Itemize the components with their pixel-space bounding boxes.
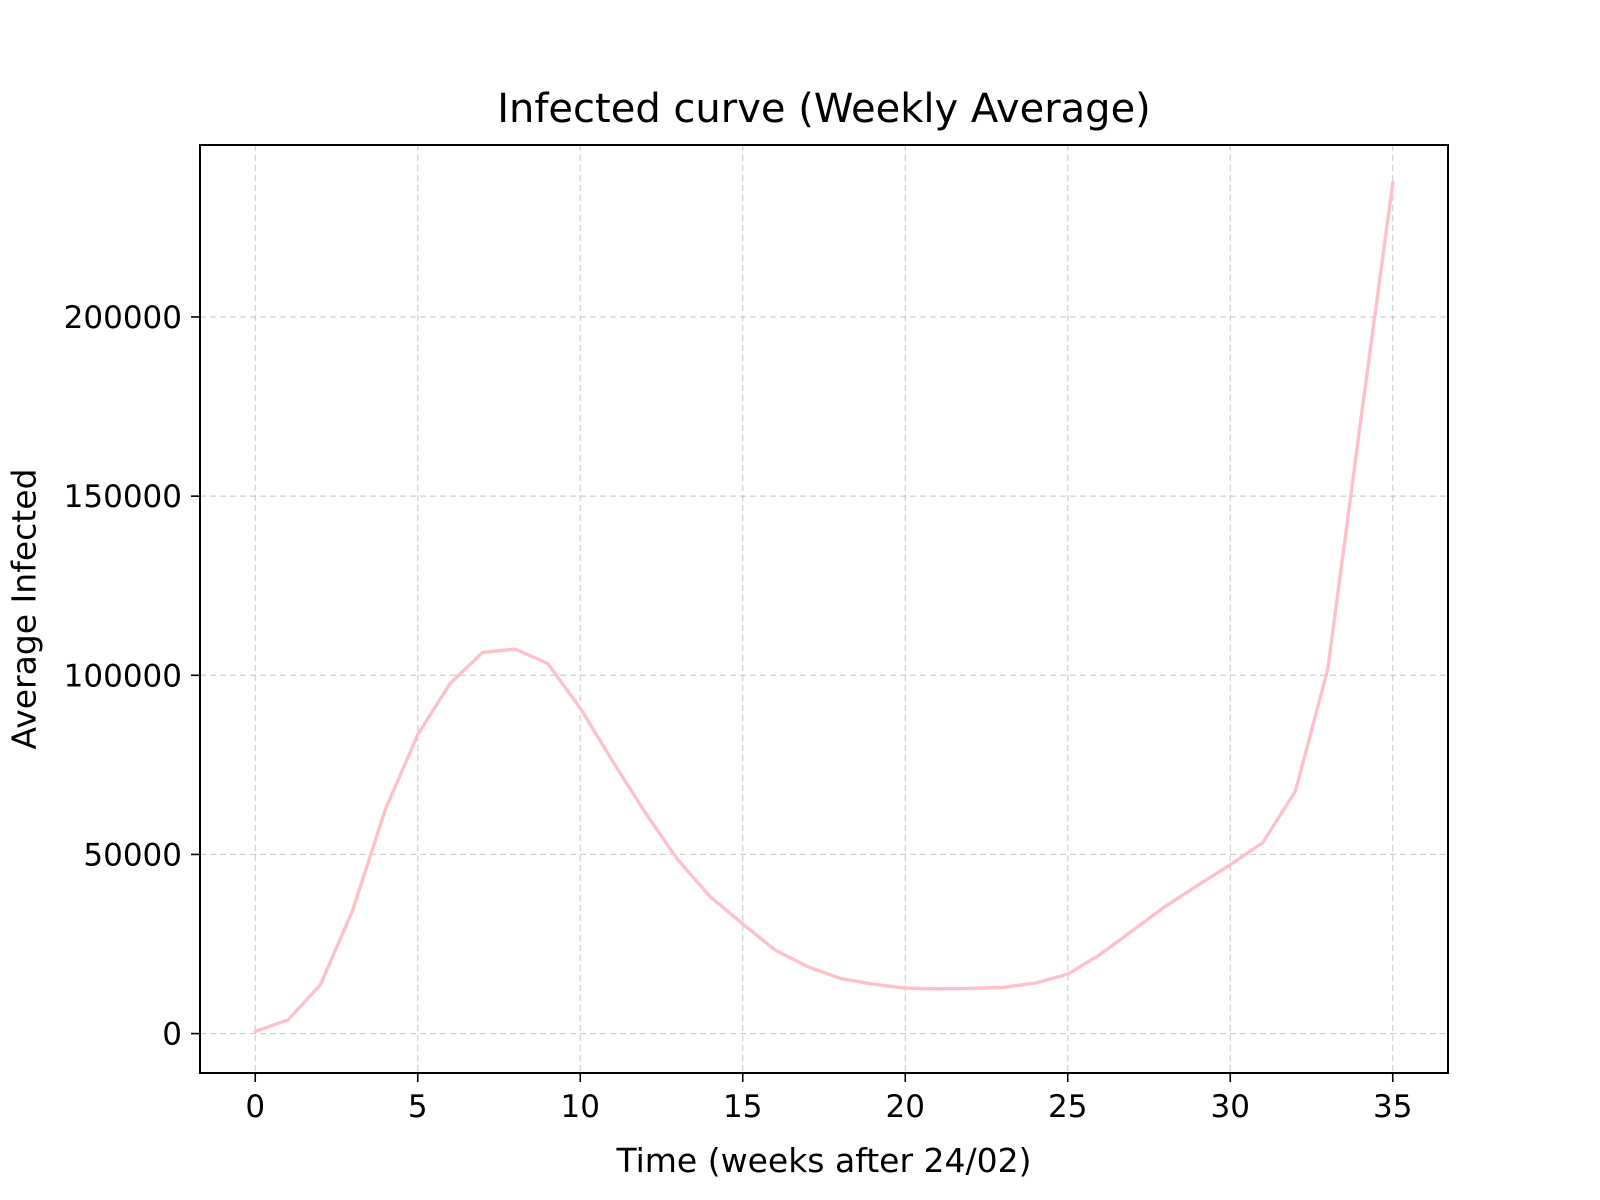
y-axis-label: Average Infected xyxy=(5,469,44,750)
x-tick-label: 15 xyxy=(723,1089,762,1125)
y-tick-label: 0 xyxy=(162,1017,182,1053)
x-tick-label: 20 xyxy=(886,1089,925,1125)
x-axis-label: Time (weeks after 24/02) xyxy=(615,1141,1031,1180)
y-tick-label: 200000 xyxy=(64,300,182,336)
grid xyxy=(200,145,1448,1073)
x-tick-label: 0 xyxy=(245,1089,265,1125)
y-tick-label: 50000 xyxy=(83,837,182,873)
plot-frame xyxy=(199,144,1449,1074)
chart-title: Infected curve (Weekly Average) xyxy=(497,86,1151,132)
y-tick-label: 150000 xyxy=(64,479,182,515)
x-tick-label: 10 xyxy=(561,1089,600,1125)
series-line xyxy=(253,180,1395,1034)
y-axis: 0 50000 100000 150000 200000 xyxy=(64,300,200,1053)
x-tick-label: 35 xyxy=(1373,1089,1412,1125)
series-layer xyxy=(253,180,1395,1034)
y-tick-label: 100000 xyxy=(64,658,182,694)
x-tick-label: 30 xyxy=(1211,1089,1250,1125)
x-tick-label: 25 xyxy=(1048,1089,1087,1125)
x-axis: 0 5 10 15 20 25 30 35 xyxy=(245,1073,1412,1125)
x-tick-label: 5 xyxy=(408,1089,428,1125)
